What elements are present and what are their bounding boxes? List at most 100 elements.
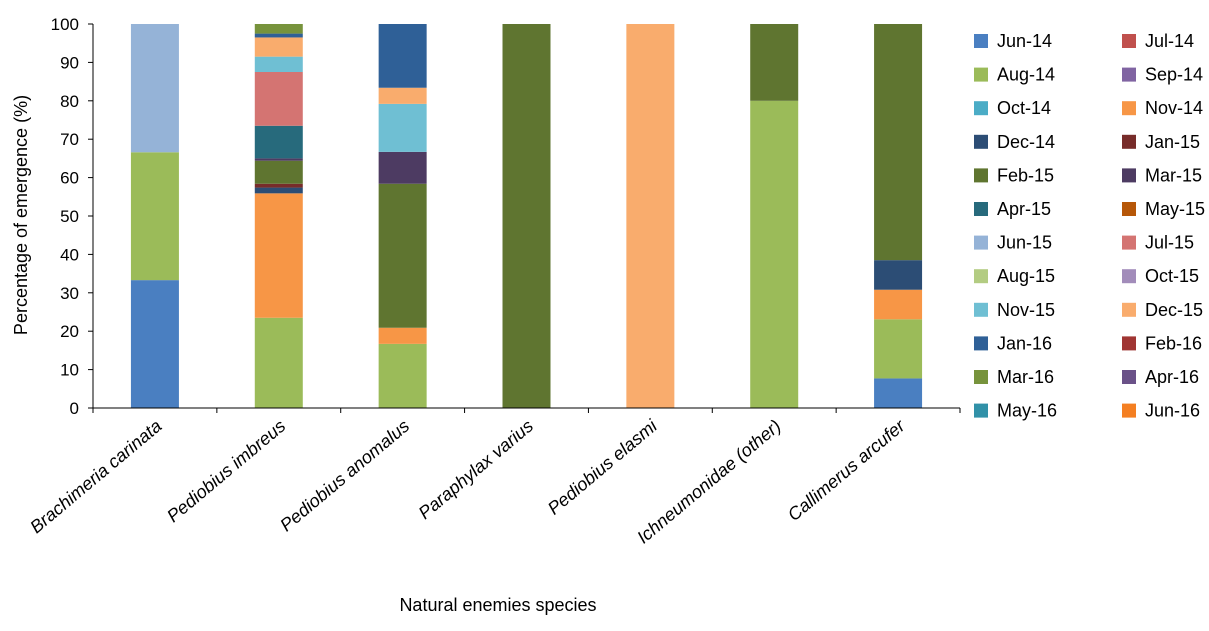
legend-label: Jun-14 — [997, 31, 1052, 51]
legend-swatch — [974, 269, 988, 284]
x-tick-label: Pediobius elasmi — [544, 415, 662, 518]
legend-swatch — [974, 134, 988, 149]
legend-label: Apr-16 — [1145, 367, 1199, 387]
legend-label: Oct-15 — [1145, 266, 1199, 286]
x-tick-label: Ichneumonidae (other) — [633, 416, 785, 548]
y-tick-label: 100 — [51, 15, 79, 34]
bar-segment — [254, 33, 303, 38]
bar-segment — [130, 152, 179, 281]
legend-swatch — [974, 235, 988, 250]
legend-swatch — [974, 370, 988, 384]
y-tick-label: 50 — [60, 207, 79, 226]
legend-swatch — [1122, 235, 1136, 250]
legend-label: Mar-15 — [1145, 165, 1202, 185]
bar-segment — [254, 183, 303, 188]
y-axis: 0 10 20 30 40 50 60 70 80 90 100 — [51, 15, 94, 418]
bar-segment — [750, 100, 799, 409]
legend-swatch — [1122, 34, 1136, 48]
legend-swatch — [1122, 67, 1136, 82]
bar-segment — [254, 24, 303, 34]
x-tick-label: Brachimeria carinata — [26, 416, 165, 537]
x-tick-label: Pediobius imbreus — [163, 416, 289, 527]
legend-label: Nov-15 — [997, 300, 1055, 320]
bar-segment — [874, 24, 923, 261]
legend-swatch — [1122, 168, 1136, 183]
bar-segment — [378, 87, 427, 104]
legend-label: Feb-16 — [1145, 333, 1202, 353]
legend-label: Apr-15 — [997, 199, 1051, 219]
legend-label: May-16 — [997, 401, 1057, 421]
bar-segment — [254, 317, 303, 408]
legend-label: Aug-15 — [997, 266, 1055, 286]
bar-segment — [254, 160, 303, 184]
bar-segment — [254, 158, 303, 161]
y-tick-label: 10 — [60, 361, 79, 380]
bar-segment — [254, 125, 303, 159]
legend-swatch — [974, 34, 988, 48]
legend-swatch — [1122, 269, 1136, 284]
legend-label: Aug-14 — [997, 65, 1055, 85]
legend-swatch — [1122, 302, 1136, 317]
bar-segment — [378, 151, 427, 184]
legend-label: Jun-16 — [1145, 401, 1200, 421]
legend-label: Feb-15 — [997, 165, 1054, 185]
bar-segment — [254, 37, 303, 57]
legend-label: Sep-14 — [1145, 65, 1203, 85]
legend-swatch — [1122, 336, 1136, 351]
bar-segment — [378, 183, 427, 328]
plot-area — [130, 24, 923, 409]
legend-swatch — [1122, 134, 1136, 149]
bar-segment — [130, 280, 179, 408]
legend-swatch — [1122, 202, 1136, 216]
x-tick-label: Paraphylax varius — [415, 416, 537, 523]
x-tick-label: Pediobius anomalus — [276, 416, 413, 536]
legend-swatch — [1122, 370, 1136, 384]
legend-label: May-15 — [1145, 199, 1205, 219]
legend-swatch — [1122, 101, 1136, 116]
bar-segment — [378, 24, 427, 88]
bar-segment — [750, 24, 799, 101]
y-tick-label: 40 — [60, 245, 79, 264]
bar-segment — [378, 343, 427, 408]
bar-segment — [254, 193, 303, 318]
legend-swatch — [1122, 403, 1136, 418]
y-tick-label: 90 — [60, 53, 79, 72]
y-tick-label: 20 — [60, 322, 79, 341]
legend-label: Dec-15 — [1145, 300, 1203, 320]
bar-segment — [378, 327, 427, 344]
legend-label: Jan-15 — [1145, 132, 1200, 152]
bar-segment — [254, 56, 303, 72]
bar-segment — [130, 24, 179, 153]
legend: Jun-14 Jul-14 Aug-14 Sep-14 Oct-14 Nov-14 Dec-… — [974, 31, 1205, 421]
legend-swatch — [974, 336, 988, 351]
x-tick-label: Callimerus arcufer — [784, 415, 909, 525]
y-tick-label: 80 — [60, 92, 79, 111]
y-tick-label: 60 — [60, 169, 79, 188]
bar-segment — [874, 260, 923, 290]
bar-segment — [502, 24, 551, 408]
legend-label: Jun-15 — [997, 233, 1052, 253]
legend-swatch — [974, 101, 988, 116]
bar-segment — [378, 103, 427, 152]
legend-label: Dec-14 — [997, 132, 1055, 152]
y-axis-title: Percentage of emergence (%) — [11, 95, 31, 335]
legend-swatch — [974, 168, 988, 183]
legend-label: Mar-16 — [997, 367, 1054, 387]
bar-segment — [254, 187, 303, 194]
legend-label: Jul-14 — [1145, 31, 1194, 51]
bar-segment — [254, 72, 303, 126]
legend-swatch — [974, 67, 988, 82]
legend-label: Oct-14 — [997, 98, 1051, 118]
y-tick-label: 70 — [60, 130, 79, 149]
legend-label: Nov-14 — [1145, 98, 1203, 118]
y-tick-label: 0 — [70, 399, 79, 418]
legend-label: Jan-16 — [997, 333, 1052, 353]
legend-label: Jul-15 — [1145, 233, 1194, 253]
bar-segment — [626, 24, 675, 408]
legend-swatch — [974, 302, 988, 317]
legend-swatch — [974, 403, 988, 418]
bar-segment — [874, 378, 923, 408]
y-tick-label: 30 — [60, 284, 79, 303]
